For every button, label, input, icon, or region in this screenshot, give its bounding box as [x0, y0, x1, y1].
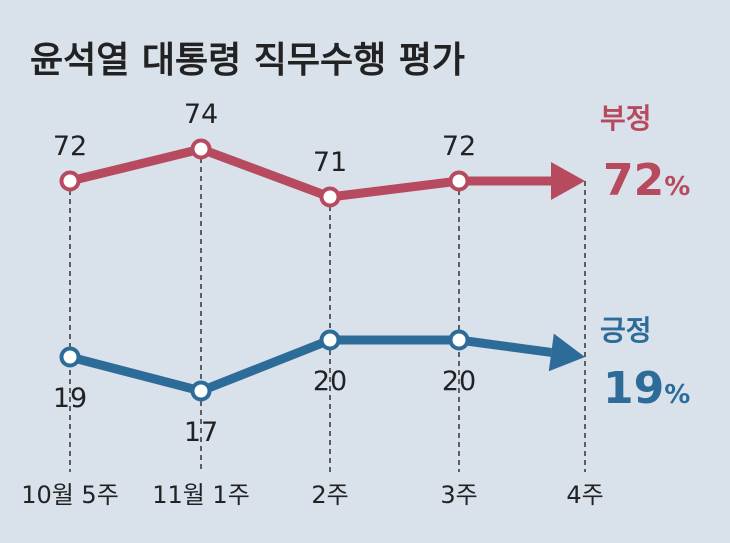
x-tick-label: 4주	[566, 481, 603, 509]
data-point	[59, 346, 81, 368]
data-point	[190, 380, 212, 402]
x-tick-label: 10월 5주	[21, 481, 119, 509]
chart-title: 윤석열 대통령 직무수행 평가	[30, 40, 465, 81]
data-label: 19	[53, 383, 87, 414]
trend-arrow-head	[551, 162, 585, 200]
data-label: 74	[184, 99, 218, 130]
x-tick-label: 2주	[311, 481, 348, 509]
negative-unit: %	[664, 172, 690, 202]
trend-arrow-head	[548, 333, 585, 372]
series-line-positive	[68, 335, 459, 396]
positive-legend-label: 긍정	[600, 314, 652, 347]
positive-latest-number: 19	[603, 363, 664, 414]
negative-latest-value: 72%	[603, 155, 690, 206]
data-point	[319, 329, 341, 351]
x-tick-label: 3주	[440, 481, 477, 509]
data-point	[319, 186, 341, 208]
trend-arrow-shaft	[458, 335, 552, 357]
data-label: 20	[313, 366, 347, 397]
data-label: 20	[442, 366, 476, 397]
negative-legend-label: 부정	[600, 102, 652, 135]
data-point	[59, 170, 81, 192]
data-label: 72	[442, 131, 476, 162]
series-line-negative	[68, 144, 460, 202]
data-point	[448, 170, 470, 192]
data-label: 72	[53, 131, 87, 162]
data-label: 71	[313, 147, 347, 178]
data-point	[448, 329, 470, 351]
negative-latest-number: 72	[603, 155, 664, 206]
data-label: 17	[184, 417, 218, 448]
data-point	[190, 138, 212, 160]
positive-unit: %	[664, 380, 690, 410]
x-tick-label: 11월 1주	[152, 481, 250, 509]
positive-latest-value: 19%	[603, 363, 690, 414]
